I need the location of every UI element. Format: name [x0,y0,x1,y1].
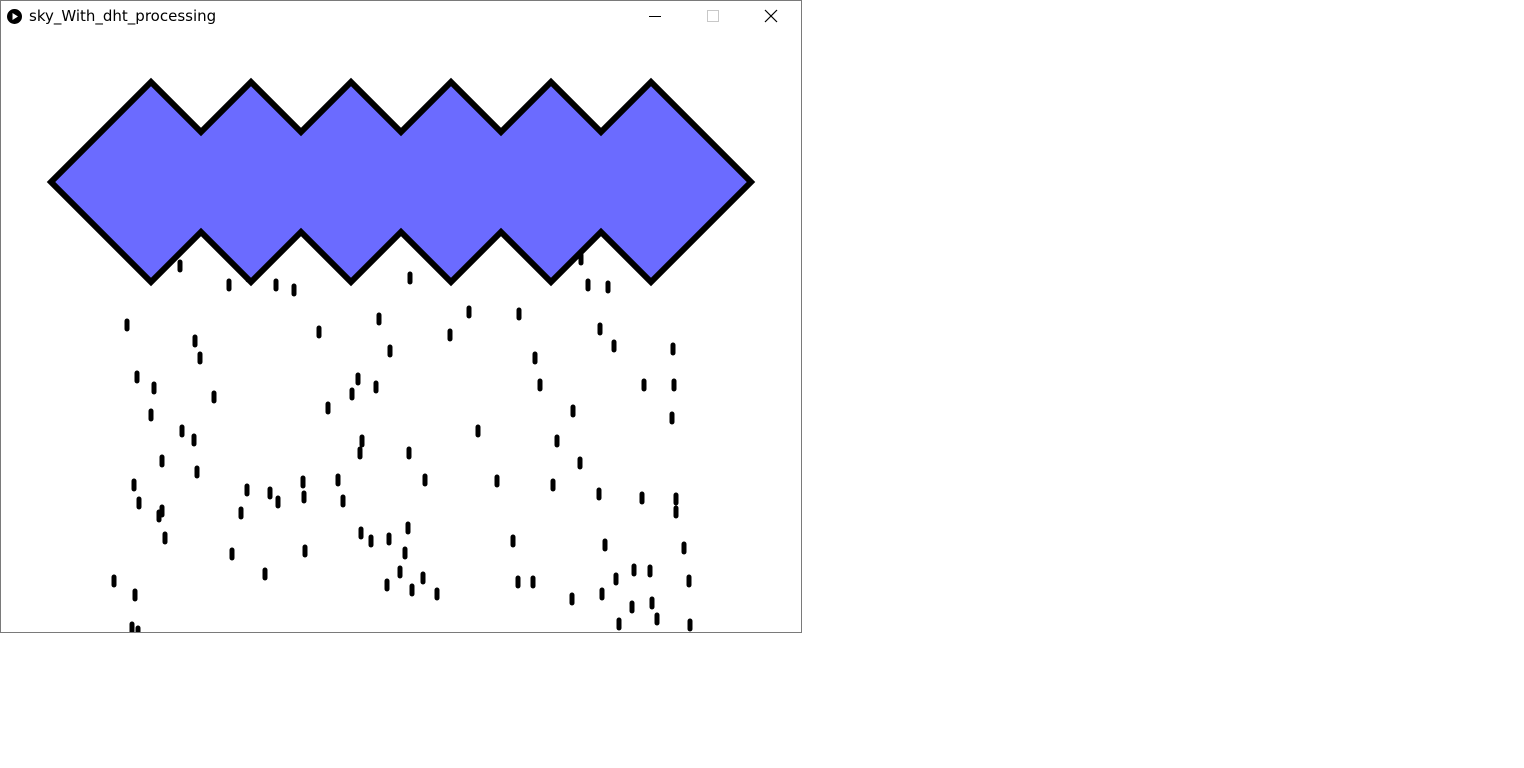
minimize-button[interactable] [631,1,677,32]
maximize-button[interactable] [689,1,735,32]
cloud-shape [46,77,756,287]
app-window: sky_With_dht_processing [0,0,802,633]
maximize-icon [707,10,719,22]
title-bar[interactable]: sky_With_dht_processing [1,1,801,32]
close-icon [764,9,778,23]
window-title: sky_With_dht_processing [29,7,217,25]
rain-layer [111,229,693,632]
close-button[interactable] [747,1,793,32]
sketch-canvas [46,77,756,632]
processing-play-icon [7,9,22,24]
minimize-icon [649,16,661,17]
